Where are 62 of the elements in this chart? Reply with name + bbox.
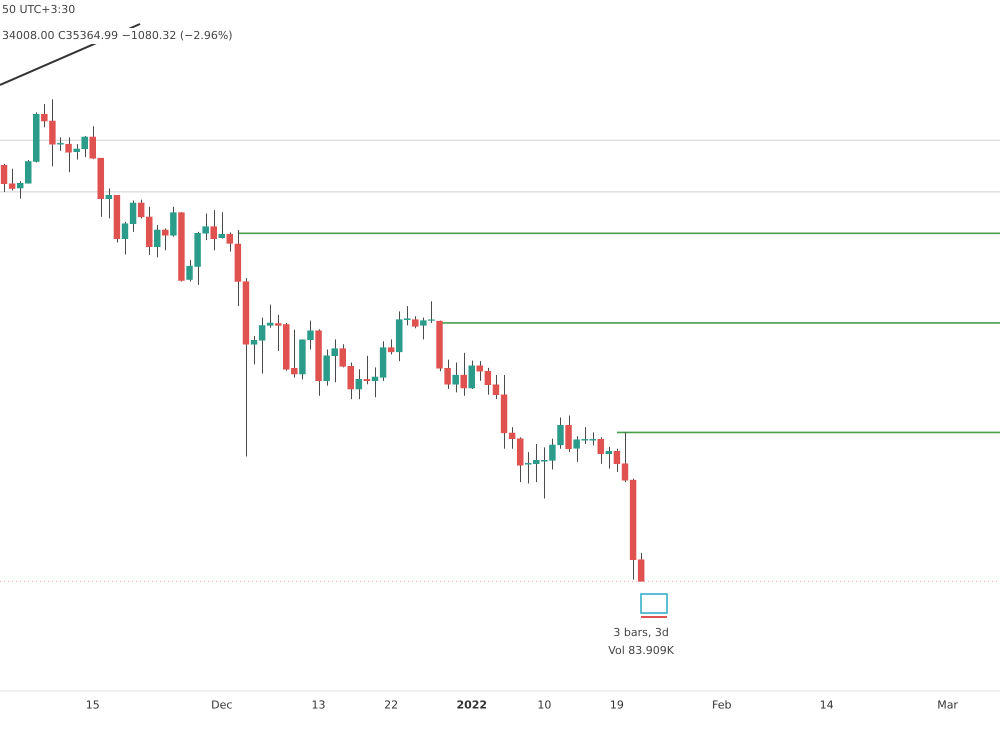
candlestick: [565, 415, 572, 453]
candlestick: [468, 360, 476, 390]
x-tick-label: 14: [820, 698, 834, 712]
candlestick: [154, 224, 161, 258]
candlestick: [606, 446, 612, 470]
candlestick: [372, 366, 378, 398]
candlestick: [138, 199, 144, 219]
candlestick: [170, 206, 177, 238]
candlestick: [0, 163, 8, 192]
candlestick: [81, 135, 88, 158]
candlestick: [412, 316, 419, 329]
candlestick: [508, 426, 516, 450]
candlestick: [484, 367, 492, 396]
candlestick: [218, 212, 226, 240]
candlestick: [307, 320, 314, 350]
text: 3 bars, 3d: [613, 626, 669, 640]
candlestick: [65, 136, 72, 173]
candlestick: [49, 98, 56, 167]
candlestick: [557, 416, 564, 450]
candlestick: [476, 360, 484, 382]
x-tick-label: Feb: [712, 698, 732, 712]
candlestick: [597, 436, 604, 464]
candlestick: [460, 352, 468, 396]
x-tick-label: 19: [610, 698, 624, 712]
candlestick: [202, 213, 209, 241]
candlestick: [622, 432, 628, 483]
candlestick: [210, 210, 218, 251]
x-tick-label: 10: [537, 698, 552, 712]
x-tick-label: 22: [384, 698, 398, 712]
candlestick: [226, 232, 234, 252]
candlestick: [614, 448, 620, 472]
candlestick: [452, 362, 459, 393]
candlestick: [356, 368, 362, 400]
candlestick: [331, 338, 338, 383]
candlestick: [250, 336, 258, 365]
candlestick: [162, 228, 169, 251]
candlestick: [549, 438, 556, 470]
candlestick: [638, 552, 644, 582]
x-tick-label: Mar: [937, 698, 958, 712]
x-tick-label: 13: [312, 698, 326, 712]
x-tick-label: 15: [86, 698, 100, 712]
text: 34008.00 C35364.99 −1080.32 (−2.96%): [2, 28, 233, 42]
candlestick: [428, 300, 435, 324]
candlestick: [266, 304, 274, 328]
candlestick: [258, 317, 266, 374]
candlestick: [41, 104, 48, 128]
candlestick: [573, 436, 580, 462]
candlestick: [444, 359, 451, 390]
x-tick-label: 2022: [456, 698, 488, 712]
candlestick: [420, 317, 427, 340]
candlestick: [388, 338, 394, 355]
candlestick: [130, 200, 136, 232]
candlestick: [122, 221, 128, 256]
x-tick-label: Dec: [211, 698, 232, 712]
candlestick: [106, 188, 112, 219]
candlestick: [291, 329, 298, 378]
candlestick: [24, 160, 32, 184]
candlestick: [8, 168, 16, 191]
candlestick: [16, 180, 24, 200]
text: Vol 83.909K: [608, 644, 675, 658]
text: 50 UTC+3:30: [2, 2, 76, 16]
candlestick: [186, 259, 193, 282]
